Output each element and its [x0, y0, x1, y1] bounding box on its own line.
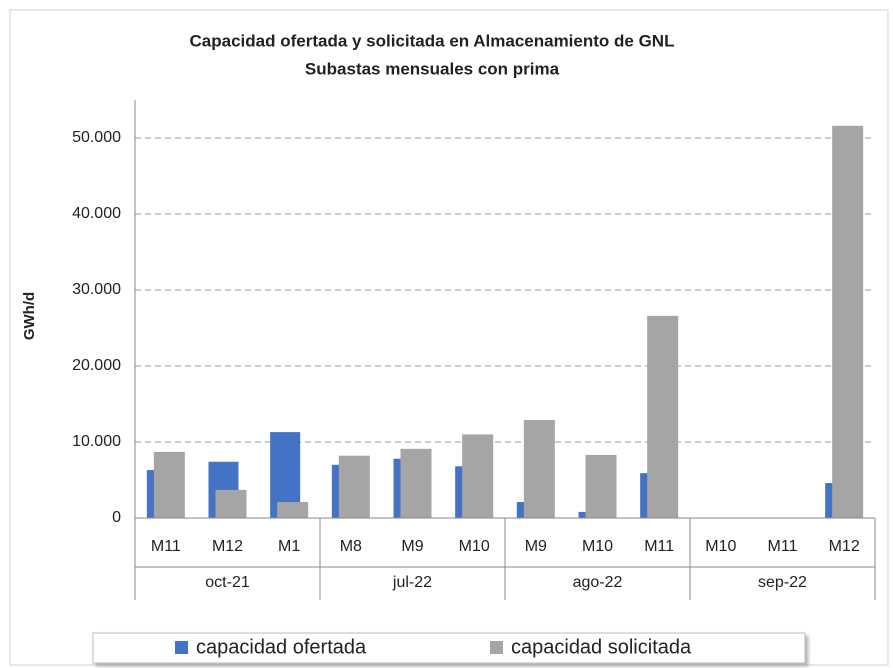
y-tick-label: 40.000	[72, 205, 121, 222]
legend-label: capacidad ofertada	[196, 636, 367, 658]
bar	[585, 454, 617, 518]
bar	[400, 448, 432, 518]
bar	[215, 489, 247, 518]
bar	[338, 455, 370, 518]
group-label: oct-21	[205, 574, 250, 591]
x-tick-label: M10	[582, 538, 613, 555]
y-tick-label: 30.000	[72, 281, 121, 298]
y-tick-label: 0	[112, 509, 121, 526]
bar	[462, 434, 494, 518]
legend-swatch	[175, 641, 188, 654]
x-tick-label: M9	[401, 538, 423, 555]
x-tick-label: M8	[340, 538, 362, 555]
x-tick-label: M10	[459, 538, 490, 555]
legend-swatch	[490, 641, 503, 654]
bar	[153, 451, 185, 518]
group-label: sep-22	[758, 574, 807, 591]
x-tick-label: M9	[525, 538, 547, 555]
bar	[647, 315, 679, 518]
y-tick-label: 50.000	[72, 129, 121, 146]
x-tick-label: M11	[644, 538, 674, 555]
chart-frame	[9, 9, 889, 666]
legend	[92, 632, 806, 664]
bar	[832, 125, 864, 518]
x-tick-label: M12	[829, 538, 860, 555]
bar	[277, 502, 309, 518]
bar	[523, 419, 555, 518]
chart-subtitle: Subastas mensuales con prima	[305, 59, 560, 78]
legend-label: capacidad solicitada	[511, 636, 692, 658]
y-tick-label: 20.000	[72, 357, 121, 374]
y-tick-label: 10.000	[72, 433, 121, 450]
chart-title: Capacidad ofertada y solicitada en Almac…	[190, 31, 675, 50]
group-label: ago-22	[573, 574, 623, 591]
x-tick-label: M1	[278, 538, 300, 555]
x-tick-label: M11	[151, 538, 181, 555]
y-axis-label: GWh/d	[21, 292, 38, 340]
x-tick-label: M10	[705, 538, 736, 555]
x-tick-label: M11	[768, 538, 798, 555]
x-tick-label: M12	[212, 538, 243, 555]
group-label: jul-22	[392, 574, 432, 591]
